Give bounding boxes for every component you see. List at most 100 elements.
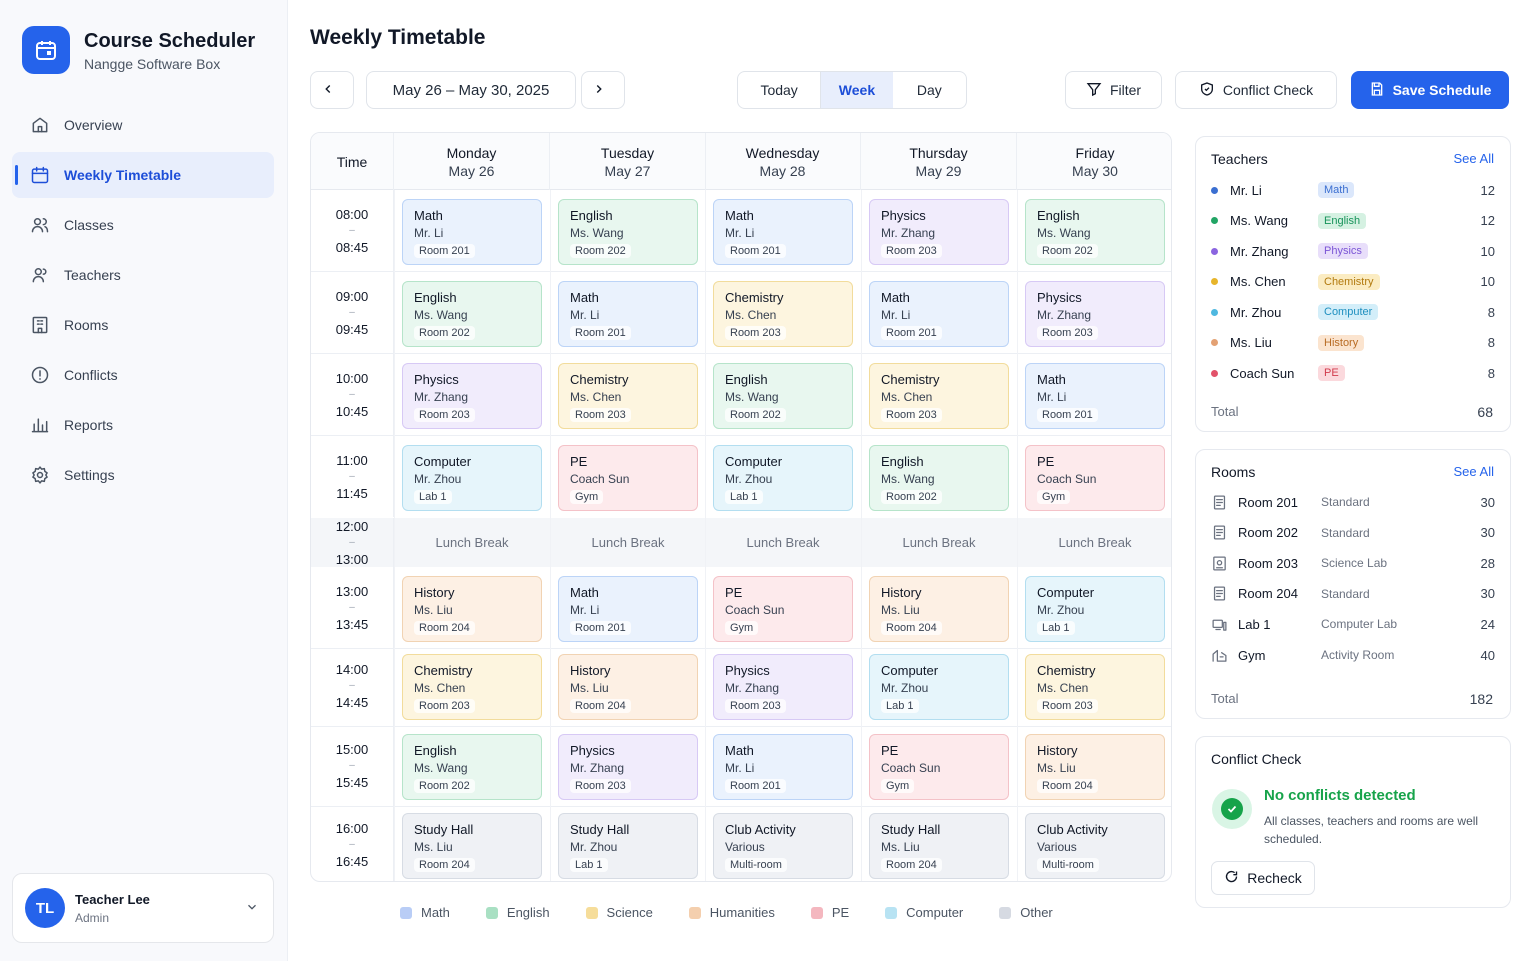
class-card[interactable]: Math Mr. Li Room 201: [713, 199, 853, 265]
teacher-row[interactable]: Coach Sun PE 8: [1211, 358, 1495, 388]
class-card[interactable]: English Ms. Wang Room 202: [402, 281, 542, 347]
class-card[interactable]: Chemistry Ms. Chen Room 203: [869, 363, 1009, 429]
class-card[interactable]: Physics Mr. Zhang Room 203: [402, 363, 542, 429]
chevron-down-icon[interactable]: [245, 900, 259, 919]
class-card[interactable]: History Ms. Liu Room 204: [558, 654, 698, 720]
tab-day[interactable]: Day: [916, 82, 942, 98]
rooms-see-all-link[interactable]: See All: [1453, 464, 1494, 479]
teacher-row[interactable]: Mr. Li Math 12: [1211, 175, 1495, 205]
sidebar-item-classes[interactable]: Classes: [12, 202, 274, 248]
sidebar-item-conflicts[interactable]: Conflicts: [12, 352, 274, 398]
class-subject: Math: [570, 585, 599, 600]
teachers-total-label: Total: [1211, 404, 1239, 419]
class-card[interactable]: Physics Mr. Zhang Room 203: [869, 199, 1009, 265]
teacher-row[interactable]: Mr. Zhou Computer 8: [1211, 297, 1495, 327]
time-slot: 16:00 – 16:45: [311, 804, 394, 881]
user-menu[interactable]: TL Teacher Lee Admin: [12, 873, 274, 943]
class-teacher: Ms. Chen: [881, 390, 933, 404]
class-room-badge: Lab 1: [725, 490, 763, 504]
class-card[interactable]: PE Coach Sun Gym: [558, 445, 698, 511]
class-card[interactable]: English Ms. Wang Room 202: [558, 199, 698, 265]
class-card[interactable]: History Ms. Liu Room 204: [402, 576, 542, 642]
conflict-check-button[interactable]: Conflict Check: [1175, 71, 1337, 109]
room-row[interactable]: Room 201 Standard 30: [1211, 487, 1495, 517]
class-card[interactable]: Math Mr. Li Room 201: [558, 281, 698, 347]
room-row[interactable]: Room 203 Science Lab 28: [1211, 548, 1495, 578]
today-button[interactable]: Today: [738, 72, 822, 108]
class-teacher: Ms. Chen: [414, 681, 466, 695]
sidebar-item-overview[interactable]: Overview: [12, 102, 274, 148]
class-card[interactable]: Physics Mr. Zhang Room 203: [1025, 281, 1165, 347]
class-card[interactable]: Study Hall Mr. Zhou Lab 1: [558, 813, 698, 879]
class-card[interactable]: PE Coach Sun Gym: [713, 576, 853, 642]
sidebar-item-weekly-timetable[interactable]: Weekly Timetable: [12, 152, 274, 198]
class-card[interactable]: History Ms. Liu Room 204: [1025, 734, 1165, 800]
teachers-see-all-link[interactable]: See All: [1453, 151, 1494, 166]
building-icon: [30, 315, 64, 335]
class-room-badge: Room 204: [1037, 779, 1098, 793]
room-row[interactable]: Room 202 Standard 30: [1211, 518, 1495, 548]
room-icon: [1211, 585, 1228, 602]
sidebar-item-teachers[interactable]: Teachers: [12, 252, 274, 298]
sidebar-item-label: Teachers: [64, 267, 121, 283]
class-card[interactable]: Math Mr. Li Room 201: [1025, 363, 1165, 429]
class-room-badge: Room 202: [1037, 244, 1098, 258]
sidebar-item-rooms[interactable]: Rooms: [12, 302, 274, 348]
tab-week[interactable]: Week: [821, 72, 893, 108]
class-card[interactable]: English Ms. Wang Room 202: [1025, 199, 1165, 265]
class-card[interactable]: Computer Mr. Zhou Lab 1: [869, 654, 1009, 720]
class-card[interactable]: Club Activity Various Multi-room: [1025, 813, 1165, 879]
teacher-color-dot: [1211, 186, 1218, 194]
class-card[interactable]: Chemistry Ms. Chen Room 203: [1025, 654, 1165, 720]
conflict-description: All classes, teachers and rooms are well…: [1264, 814, 1479, 846]
class-card[interactable]: Math Mr. Li Room 201: [558, 576, 698, 642]
conflict-status: No conflicts detected: [1264, 787, 1416, 804]
class-card[interactable]: PE Coach Sun Gym: [1025, 445, 1165, 511]
class-card[interactable]: English Ms. Wang Room 202: [869, 445, 1009, 511]
class-card[interactable]: Physics Mr. Zhang Room 203: [713, 654, 853, 720]
class-card[interactable]: English Ms. Wang Room 202: [713, 363, 853, 429]
teacher-subject-tag: Chemistry: [1318, 273, 1380, 290]
save-schedule-button[interactable]: Save Schedule: [1351, 71, 1509, 109]
class-card[interactable]: Chemistry Ms. Chen Room 203: [402, 654, 542, 720]
weekly-timetable: Time Monday May 26 Tuesday May 27 Wednesday Ma…: [310, 132, 1172, 882]
class-card[interactable]: Chemistry Ms. Chen Room 203: [713, 281, 853, 347]
day-date: May 29: [915, 162, 962, 179]
legend-item: PE: [810, 905, 849, 920]
class-room-badge: Room 202: [570, 244, 631, 258]
class-card[interactable]: History Ms. Liu Room 204: [869, 576, 1009, 642]
class-card[interactable]: PE Coach Sun Gym: [869, 734, 1009, 800]
class-card[interactable]: Study Hall Ms. Liu Room 204: [402, 813, 542, 879]
time-slot: 10:00 – 10:45: [311, 354, 394, 435]
class-card[interactable]: Math Mr. Li Room 201: [869, 281, 1009, 347]
class-teacher: Ms. Liu: [881, 840, 920, 854]
teacher-row[interactable]: Ms. Liu History 8: [1211, 328, 1495, 358]
room-row[interactable]: Gym Activity Room 40: [1211, 640, 1495, 670]
legend-label: English: [506, 905, 550, 920]
prev-week-button[interactable]: [310, 71, 354, 109]
sidebar-item-reports[interactable]: Reports: [12, 402, 274, 448]
recheck-button[interactable]: Recheck: [1211, 861, 1315, 895]
slot-start-time: 16:00: [335, 820, 369, 836]
class-card[interactable]: Math Mr. Li Room 201: [402, 199, 542, 265]
teacher-row[interactable]: Ms. Wang English 12: [1211, 206, 1495, 236]
sidebar-item-settings[interactable]: Settings: [12, 452, 274, 498]
class-card[interactable]: Computer Mr. Zhou Lab 1: [1025, 576, 1165, 642]
room-row[interactable]: Room 204 Standard 30: [1211, 579, 1495, 609]
date-range-picker[interactable]: May 26 – May 30, 2025: [366, 71, 576, 109]
class-card[interactable]: Computer Mr. Zhou Lab 1: [402, 445, 542, 511]
legend-label: Humanities: [709, 905, 775, 920]
class-card[interactable]: Math Mr. Li Room 201: [713, 734, 853, 800]
class-card[interactable]: Study Hall Ms. Liu Room 204: [869, 813, 1009, 879]
filter-button[interactable]: Filter: [1065, 71, 1162, 109]
class-card[interactable]: Club Activity Various Multi-room: [713, 813, 853, 879]
class-card[interactable]: Physics Mr. Zhang Room 203: [558, 734, 698, 800]
class-subject: Chemistry: [725, 290, 784, 305]
teacher-row[interactable]: Ms. Chen Chemistry 10: [1211, 267, 1495, 297]
class-card[interactable]: English Ms. Wang Room 202: [402, 734, 542, 800]
class-card[interactable]: Chemistry Ms. Chen Room 203: [558, 363, 698, 429]
room-row[interactable]: Lab 1 Computer Lab 24: [1211, 609, 1495, 639]
class-card[interactable]: Computer Mr. Zhou Lab 1: [713, 445, 853, 511]
teacher-row[interactable]: Mr. Zhang Physics 10: [1211, 236, 1495, 266]
next-week-button[interactable]: [581, 71, 625, 109]
